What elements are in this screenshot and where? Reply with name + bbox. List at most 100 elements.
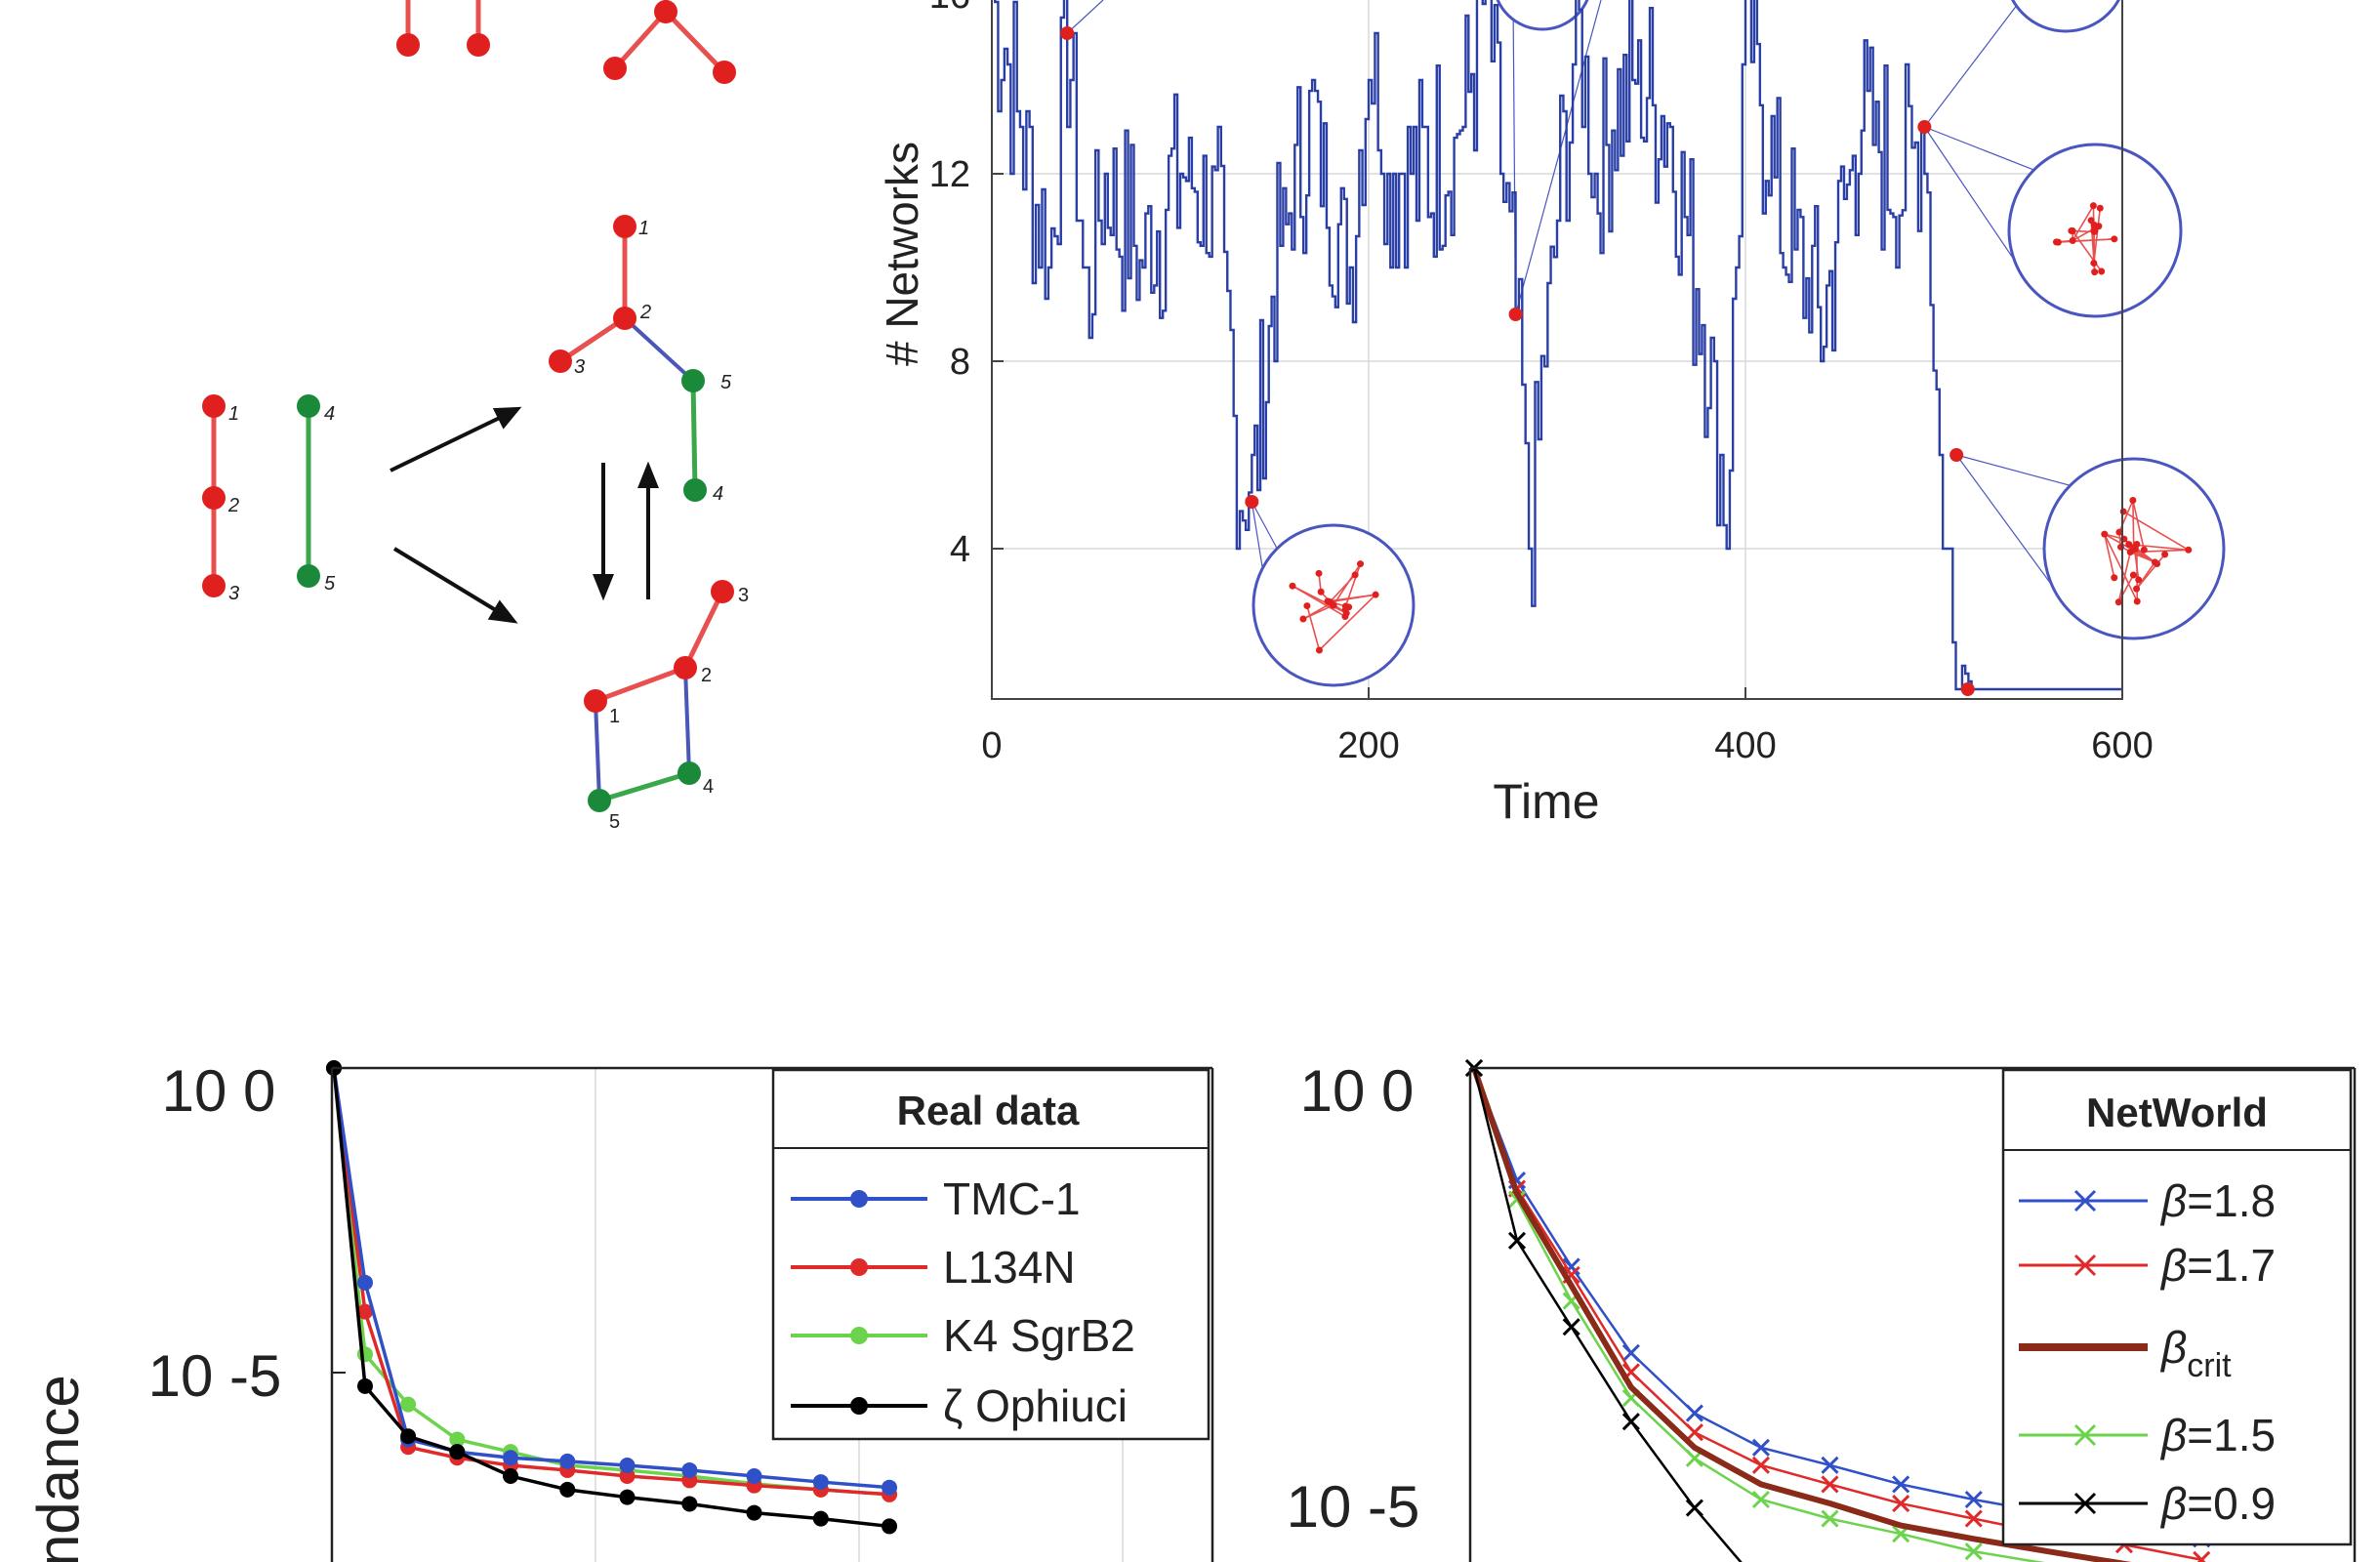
series-marker [1621,1413,1640,1431]
highlighted-points [1060,26,1975,696]
plot-frame [991,0,2123,700]
series-marker [1685,1404,1703,1422]
arrow-to-top-product [390,412,509,473]
zoom-connector-lines [1066,0,2072,662]
node-label: 1 [609,706,620,727]
legend-label: β=1.5 [2159,1410,2276,1460]
zoom-line [1924,126,2035,171]
networks-series-line [994,0,2122,691]
inset-edge [2058,238,2114,243]
node [711,580,734,603]
inset-node [1315,646,1323,654]
inset-node [1341,606,1349,614]
top-partial-molecules [396,0,736,84]
arrow-head [593,574,614,601]
legend-box [771,1068,1211,1441]
inset-node [1351,571,1359,579]
partial-node [713,61,736,84]
inset-edge [1344,563,1362,607]
inset-edge [1306,605,1321,651]
inset-edge [2117,552,2132,602]
inset-node [2090,226,2098,234]
zoom-line [1923,0,2022,128]
inset-node [2133,585,2141,593]
highlighted-point [1960,682,1975,696]
series-marker [619,1468,636,1485]
inset-node [2069,236,2076,244]
inset-node [1303,602,1311,610]
legend-marker [850,1397,868,1415]
y-axis-label: bundance [25,1375,91,1562]
inset-edge [1318,594,1376,651]
inset-node [2111,235,2118,243]
inset-node [1289,582,1296,590]
inset-node [2111,574,2118,582]
highlighted-point [1917,120,1932,134]
node-label: 2 [639,302,651,323]
arrow-to-bottom-product [392,547,506,617]
beta-value: =1.5 [2187,1410,2276,1460]
node [297,394,320,418]
inset-edge [2104,533,2155,563]
inset-edge [2120,546,2155,563]
inset-node [2185,546,2193,554]
inset-node [2129,571,2137,579]
beta-value: =1.7 [2187,1240,2276,1291]
series-marker [1964,1542,1983,1561]
series-marker [1821,1509,1839,1528]
product-molecule-top: 1 2 3 5 4 [549,215,732,505]
real-data-abundance-chart: 10 0 10 -5 bundance Real data TMC-1 L134N K… [25,1058,1214,1562]
series-marker [1621,1343,1640,1362]
beta-symbol: β [2159,1478,2187,1529]
networks-time-chart: 0 200 400 600 4 8 12 16 Time # Networks [877,0,2226,829]
series-marker [619,1458,636,1474]
partial-edge [613,10,668,70]
inset-node [2089,202,2097,210]
inset-edge [2093,208,2102,264]
series-marker [503,1450,519,1466]
legend-label: TMC-1 [943,1173,1081,1224]
inset-edge [1292,585,1346,618]
node-label: 3 [738,585,749,606]
inset-edge [2135,554,2166,590]
series-marker [1892,1494,1910,1513]
node-label: 1 [228,403,239,425]
node-label: 5 [609,811,620,833]
node-label: 5 [720,372,732,393]
arrow-head [637,461,659,488]
inset-node [2068,226,2075,234]
x-tick-label: 600 [2091,725,2153,766]
node-label: 4 [713,483,723,505]
beta-value: =0.9 [2187,1478,2276,1529]
series-marker [1964,1490,1983,1509]
axis-ticks: 0 200 400 600 4 8 12 16 [929,0,2154,766]
reaction-arrows [390,406,659,624]
partial-node [467,33,490,57]
y-tick-label: 10 -5 [148,1343,282,1409]
inset-node [2101,530,2109,538]
axis-ticks: 10 0 10 -5 [148,1058,346,1409]
product-molecule-bottom: 1 2 3 4 5 [584,580,749,833]
network-reaction-diagram: 1 2 3 4 5 1 2 [202,0,749,833]
series-marker [1685,1423,1703,1442]
inset-node [2114,598,2122,606]
series-line-3 [1472,1067,2045,1562]
inset-edge [2132,500,2146,551]
inset-node [2133,597,2141,605]
inset-edge [1327,594,1376,602]
legend-label: ζ Ophiuci [943,1380,1128,1431]
y-tick-label: 10 -5 [1287,1474,1420,1540]
partial-node [603,57,627,80]
x-tick-label: 400 [1714,725,1776,766]
node-label: 3 [574,356,585,378]
node [613,307,636,330]
node-label: 5 [324,573,336,595]
inset-node [2161,551,2169,558]
partial-edge [664,10,726,74]
highlighted-point [1508,308,1523,321]
series-marker [1821,1456,1839,1474]
edge [598,770,690,803]
series-marker [619,1489,636,1505]
